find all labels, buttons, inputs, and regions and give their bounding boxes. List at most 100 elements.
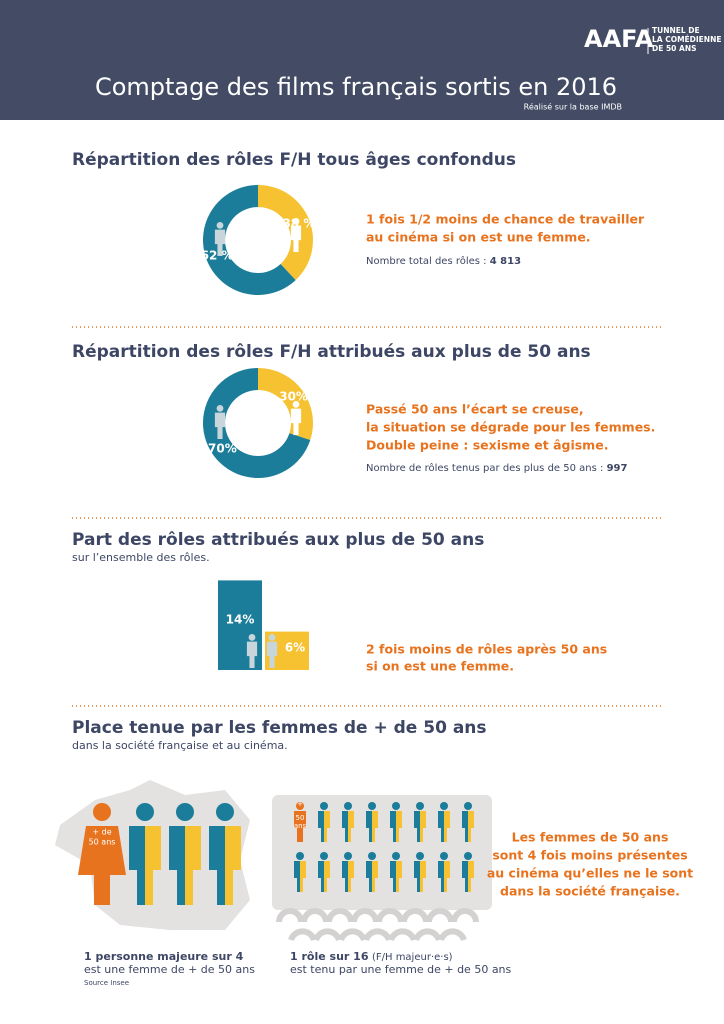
person-body [220,412,226,439]
section-text: 2 fois moins de rôles après 50 ans [366,642,607,657]
section-text: la situation se dégrade pour les femmes. [366,420,655,435]
person-body [390,861,396,892]
note-value: 4 813 [490,256,521,267]
person-body [462,861,468,892]
value-label: 62 % [201,249,234,263]
person-head [292,218,300,225]
person-head [296,852,304,860]
person-head [296,802,304,810]
donut-segment [202,184,296,295]
person-head [464,802,472,810]
person-body [366,811,372,842]
person-head [392,802,400,810]
subtitle: Réalisé sur la base IMDB [524,102,622,112]
person-body [372,861,378,892]
person-body [78,826,126,905]
caption: 1 personne majeure sur 4 [84,950,244,963]
seat [401,908,429,923]
section-text: Passé 50 ans l’écart se creuse, [366,402,584,417]
badge: 50 [296,814,305,822]
donut-segment [258,368,313,440]
person-head [368,852,376,860]
note: Nombre total des rôles : 4 813 [366,255,521,267]
section-text: dans la société française. [500,884,680,899]
person-body [296,225,302,252]
note-label: Nombre total des rôles : [366,255,487,267]
logo-text: LA COMÉDIENNE [652,35,721,44]
seat [276,908,304,923]
person-head [344,852,352,860]
section-text: sont 4 fois moins présentes [492,848,687,863]
person-body [468,811,474,842]
seat [451,908,479,923]
section-text: Les femmes de 50 ans [512,830,669,845]
person-head [440,802,448,810]
person-head [368,802,376,810]
seat [363,928,392,942]
donut-segment [202,368,311,478]
seat [438,928,467,942]
section-title: Répartition des rôles F/H tous âges conf… [72,150,516,170]
person-head [248,634,256,641]
person-body [318,811,324,842]
badge: 50 ans [89,838,116,847]
person-head [93,803,111,821]
person-body [296,408,302,435]
person-body [290,225,296,252]
person-body [366,861,372,892]
seat [426,908,454,923]
person-body [169,826,185,905]
section-text: au cinéma qu’elles ne le sont [487,866,693,881]
person-body [438,811,444,842]
person-body [372,811,378,842]
caption: est tenu par une femme de + de 50 ans [290,963,512,976]
seat [338,928,367,942]
person-head [320,852,328,860]
value-label: 14% [226,613,255,627]
person-body [300,811,306,842]
section-text: au cinéma si on est une femme. [366,230,591,245]
person-body [294,861,300,892]
seat [288,928,317,942]
logo-text: TUNNEL DE [652,26,700,35]
seat [301,908,329,923]
title: Comptage des films français sortis en 20… [95,73,617,101]
value-label: 38 % [282,216,315,230]
caption-main: 1 rôle sur 16 [290,950,369,963]
person-body [225,826,241,905]
person-body [462,811,468,842]
note: Nombre de rôles tenus par des plus de 50… [366,462,627,474]
person-head [292,401,300,408]
person-head [344,802,352,810]
person-body [396,861,402,892]
section-title: Part des rôles attribués aux plus de 50 … [72,530,484,550]
person-body [390,811,396,842]
person-body [246,641,252,668]
person-body [294,811,300,842]
seat [326,908,354,923]
person-head [216,803,234,821]
person-head [416,802,424,810]
person-body [214,229,220,256]
person-body [414,861,420,892]
section-text: si on est une femme. [366,659,514,674]
person-body [324,861,330,892]
person-body [438,861,444,892]
person-body [342,811,348,842]
note-label: Nombre de rôles tenus par des plus de 50… [366,462,603,474]
person-body [185,826,201,905]
section-text: 1 fois 1/2 moins de chance de travailler [366,212,645,227]
person-head [416,852,424,860]
person-body [145,826,161,905]
person-body [444,811,450,842]
person-head [392,852,400,860]
person-body [348,861,354,892]
person-head [216,222,224,229]
person-body [220,229,226,256]
section-text: Double peine : sexisme et âgisme. [366,438,608,453]
person-head [440,852,448,860]
person-body [444,861,450,892]
header-band [0,0,724,120]
person-body [468,861,474,892]
seat [351,908,379,923]
